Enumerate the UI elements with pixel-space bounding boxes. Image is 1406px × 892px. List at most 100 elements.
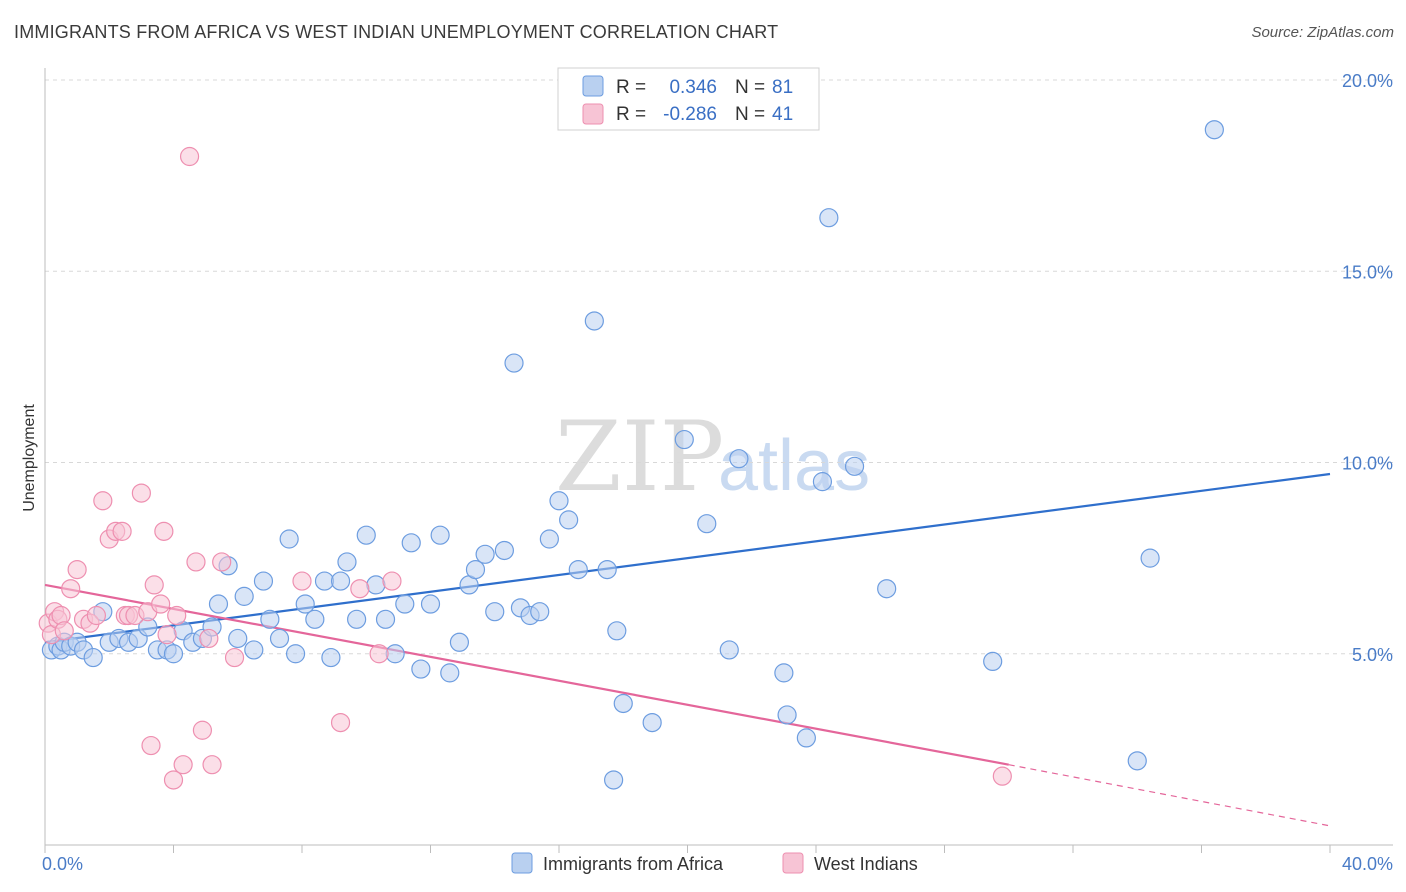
west-indians-point-6 (61, 579, 81, 599)
west-indians-point-29 (186, 552, 206, 572)
west-indians-point-5 (54, 621, 74, 641)
west-indians-point-34 (224, 647, 245, 668)
africa-point-26 (253, 571, 274, 591)
africa-point-61 (568, 559, 588, 580)
legend-r-label-blue: R = (616, 77, 646, 98)
trend-line-west-indians-extension (1008, 764, 1331, 827)
africa-point-57 (530, 602, 550, 622)
africa-point-37 (347, 609, 367, 629)
data-points (38, 120, 1224, 790)
west-indians-point-14 (112, 521, 132, 541)
west-indians-point-7 (67, 559, 87, 580)
west-indians-point-11 (93, 491, 113, 511)
africa-point-59 (549, 491, 569, 511)
west-indians-point-40 (992, 766, 1012, 786)
trend-line-west-indians (44, 583, 1009, 766)
west-indians-point-21 (144, 575, 164, 595)
legend-n-value-blue: 81 (772, 77, 793, 98)
axes (44, 68, 1393, 853)
west-indians-point-10 (86, 605, 107, 626)
x-tick-label-max: 40.0% (1342, 854, 1393, 874)
grid-lines (45, 79, 1393, 655)
x-tick-label-min: 0.0% (42, 854, 83, 874)
africa-point-68 (674, 429, 694, 450)
africa-point-46 (430, 525, 450, 545)
africa-point-41 (385, 644, 405, 664)
west-indians-point-27 (173, 755, 193, 775)
west-indians-point-20 (141, 735, 161, 756)
west-indians-point-23 (154, 521, 174, 541)
source-credit: Source: ZipAtlas.com (1251, 24, 1394, 41)
africa-point-66 (613, 693, 633, 714)
y-tick-label-2: 15.0% (1342, 262, 1393, 282)
africa-point-76 (819, 208, 839, 228)
africa-point-31 (295, 594, 315, 614)
west-indians-point-24 (157, 625, 177, 645)
africa-point-30 (285, 644, 306, 664)
chart-title: IMMIGRANTS FROM AFRICA VS WEST INDIAN UN… (14, 22, 779, 42)
west-indians-point-36 (330, 712, 351, 733)
africa-point-78 (877, 579, 897, 599)
west-indians-point-35 (292, 571, 312, 591)
west-indians-point-18 (131, 483, 151, 503)
africa-point-81 (1140, 548, 1160, 568)
africa-point-53 (494, 540, 514, 561)
africa-point-32 (305, 609, 325, 629)
africa-point-74 (796, 728, 816, 748)
y-axis-label: Unemployment (21, 404, 38, 512)
west-indians-point-31 (199, 628, 219, 649)
africa-point-77 (844, 456, 865, 476)
africa-point-48 (449, 632, 470, 652)
africa-point-16 (163, 644, 184, 664)
legend-n-value-pink: 41 (772, 104, 793, 125)
africa-point-28 (269, 628, 290, 649)
series-legend: Immigrants from Africa West Indians (511, 852, 918, 874)
africa-point-82 (1204, 120, 1224, 140)
africa-point-38 (356, 525, 376, 545)
africa-point-73 (777, 705, 797, 725)
africa-point-39 (366, 575, 386, 595)
west-indians-point-22 (151, 594, 171, 614)
africa-point-60 (559, 510, 579, 530)
africa-point-75 (812, 472, 833, 492)
africa-point-80 (1127, 751, 1147, 771)
series-legend-label-africa: Immigrants from Africa (543, 854, 724, 874)
series-legend-label-west-indians: West Indians (814, 854, 918, 874)
y-tick-label-0: 5.0% (1352, 645, 1393, 665)
africa-point-35 (330, 571, 351, 591)
series-legend-swatch-west-indians (782, 852, 804, 874)
west-indians-point-38 (369, 644, 389, 664)
africa-point-65 (607, 621, 627, 641)
africa-point-24 (234, 586, 254, 606)
west-indians-point-25 (163, 770, 184, 790)
west-indians-point-28 (179, 146, 200, 167)
y-tick-labels: 5.0% 10.0% 15.0% 20.0% (1342, 71, 1393, 665)
africa-point-72 (774, 663, 794, 683)
y-tick-label-3: 20.0% (1342, 71, 1393, 91)
africa-point-45 (420, 594, 441, 614)
africa-point-33 (314, 571, 335, 591)
africa-point-23 (228, 628, 248, 649)
legend-swatch-blue (582, 75, 604, 97)
west-indians-point-32 (202, 755, 222, 775)
africa-point-63 (597, 559, 617, 580)
trend-lines (44, 472, 1331, 827)
africa-point-54 (504, 353, 524, 373)
africa-point-70 (719, 640, 739, 660)
africa-point-64 (604, 770, 624, 790)
africa-point-34 (321, 647, 341, 668)
africa-point-52 (485, 602, 505, 622)
africa-point-27 (260, 609, 280, 629)
legend-r-value-pink: -0.286 (663, 104, 717, 125)
legend-r-value-blue: 0.346 (669, 77, 717, 98)
africa-point-71 (729, 449, 749, 469)
africa-point-62 (584, 311, 604, 331)
watermark-zip: ZIP (555, 401, 724, 513)
series-legend-swatch-africa (511, 852, 533, 874)
trend-line-africa (44, 472, 1331, 644)
legend-r-label-pink: R = (616, 104, 646, 125)
africa-point-36 (337, 552, 357, 572)
west-indians-point-39 (382, 571, 402, 591)
y-tick-label-1: 10.0% (1342, 454, 1393, 474)
